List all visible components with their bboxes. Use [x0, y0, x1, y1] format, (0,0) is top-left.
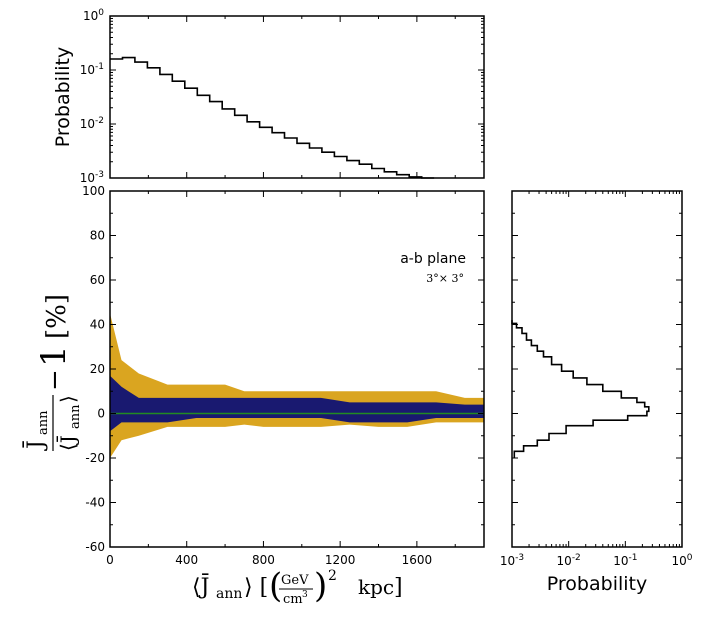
svg-text:−: − — [40, 369, 70, 391]
side-xtick-label-0-exp: -3 — [515, 553, 524, 563]
svg-text:cm: cm — [283, 592, 303, 607]
svg-text:2: 2 — [328, 568, 337, 584]
side-xtick-label-2: 10-1 — [613, 553, 637, 568]
main-plot-frame — [109, 190, 485, 548]
main-ylabel: J̄ ann ⟨J̄ ann ⟩ − 1 [%] — [22, 294, 83, 451]
svg-text:⟩: ⟩ — [56, 395, 80, 403]
top-ytick-label-0-exp: -3 — [95, 170, 104, 180]
top-histogram-steps — [110, 56, 435, 179]
main-ytick-label-2: -20 — [85, 451, 105, 465]
top-ytick-label-3-exp: 0 — [98, 8, 104, 18]
svg-text:⟨J̄: ⟨J̄ — [55, 435, 80, 451]
side-xtick-label-0-base: 10 — [500, 554, 515, 568]
main-ytick-label-1: -40 — [85, 496, 105, 510]
top-ytick-label-1: 10-2 — [80, 116, 104, 131]
top-ytick-label-1-exp: -2 — [95, 116, 104, 126]
band-0 — [110, 313, 484, 458]
side-histogram-panel: 10-3 10-2 10-1 100 Probability — [500, 190, 693, 595]
side-histogram-steps — [511, 320, 650, 458]
svg-text:⟨J̄: ⟨J̄ — [192, 573, 209, 600]
svg-text:GeV: GeV — [281, 573, 309, 588]
svg-text:kpc: kpc — [358, 575, 394, 599]
band-1 — [110, 375, 484, 432]
svg-text:]: ] — [394, 575, 403, 600]
svg-text:J̄: J̄ — [22, 440, 49, 451]
main-plot-panel: 0 400 800 1200 1600 -60 -40 -20 0 20 40 60 80 100 a-b… — [22, 184, 485, 607]
top-ytick-label-0: 10-3 — [80, 170, 104, 185]
side-xtick-label-2-exp: -1 — [628, 553, 637, 563]
side-histogram-xlabel: Probability — [547, 573, 647, 595]
svg-text:1: 1 — [34, 345, 74, 367]
side-xtick-label-2-base: 10 — [613, 554, 628, 568]
side-histogram-plot — [511, 320, 650, 458]
top-ytick-label-3-base: 10 — [83, 9, 98, 23]
side-xtick-label-3-exp: 0 — [687, 553, 693, 563]
top-histogram-frame — [109, 15, 485, 179]
top-ytick-label-3: 100 — [83, 8, 104, 23]
svg-text:ann: ann — [68, 404, 83, 429]
main-xtick-label-2: 800 — [252, 553, 275, 567]
svg-text:[%]: [%] — [42, 294, 72, 339]
top-ytick-label-2-base: 10 — [80, 63, 95, 77]
side-xtick-label-1: 10-2 — [557, 553, 581, 568]
main-ytick-label-3: 0 — [97, 407, 105, 421]
side-xtick-label-3: 100 — [671, 553, 692, 568]
main-xlabel: ⟨J̄ ann ⟩ [ ( GeV cm 3 ) 2 kpc ] — [192, 566, 403, 607]
main-ytick-label-5: 40 — [90, 318, 105, 332]
svg-text:): ) — [314, 566, 327, 606]
side-xtick-label-1-exp: -2 — [572, 553, 581, 563]
top-histogram-ylabel: Probability — [52, 47, 74, 147]
annotation-region: 3°× 3° — [426, 272, 464, 285]
side-histogram-ticks: 10-3 10-2 10-1 100 — [500, 190, 693, 568]
top-ytick-label-2: 10-1 — [80, 62, 104, 77]
svg-text:3: 3 — [302, 590, 308, 600]
svg-text:⟩ [: ⟩ [ — [244, 575, 268, 600]
main-xtick-label-3: 1200 — [325, 553, 356, 567]
top-ytick-label-2-exp: -1 — [95, 62, 104, 72]
main-ytick-label-7: 80 — [90, 229, 105, 243]
svg-text:ann: ann — [36, 410, 51, 435]
side-xtick-label-3-base: 10 — [671, 554, 686, 568]
svg-text:(: ( — [269, 566, 282, 606]
side-xtick-label-1-base: 10 — [557, 554, 572, 568]
side-histogram-frame — [511, 190, 683, 548]
main-ytick-label-8: 100 — [82, 184, 105, 198]
main-ytick-label-6: 60 — [90, 273, 105, 287]
top-ytick-label-1-base: 10 — [80, 117, 95, 131]
top-ytick-label-0-base: 10 — [80, 171, 95, 185]
main-ytick-label-0: -60 — [85, 540, 105, 554]
side-xtick-label-0: 10-3 — [500, 553, 524, 568]
main-ytick-label-4: 20 — [90, 362, 105, 376]
annotation-plane: a-b plane — [400, 251, 466, 267]
main-xtick-label-0: 0 — [106, 553, 114, 567]
top-histogram-plot — [110, 56, 435, 179]
main-xtick-label-1: 400 — [175, 553, 198, 567]
svg-text:ann: ann — [216, 586, 242, 602]
main-plot-ticks: 0 400 800 1200 1600 -60 -40 -20 0 20 40 60 80 100 — [82, 184, 484, 567]
main-plot-area — [110, 313, 484, 458]
main-xtick-label-4: 1600 — [402, 553, 433, 567]
